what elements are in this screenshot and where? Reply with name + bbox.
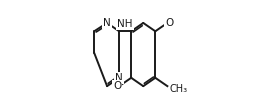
- Text: NH: NH: [117, 19, 133, 29]
- Text: N: N: [103, 18, 111, 28]
- Text: O: O: [113, 81, 121, 91]
- Text: CH₃: CH₃: [169, 84, 188, 94]
- Text: N: N: [115, 73, 123, 83]
- Text: O: O: [165, 18, 173, 28]
